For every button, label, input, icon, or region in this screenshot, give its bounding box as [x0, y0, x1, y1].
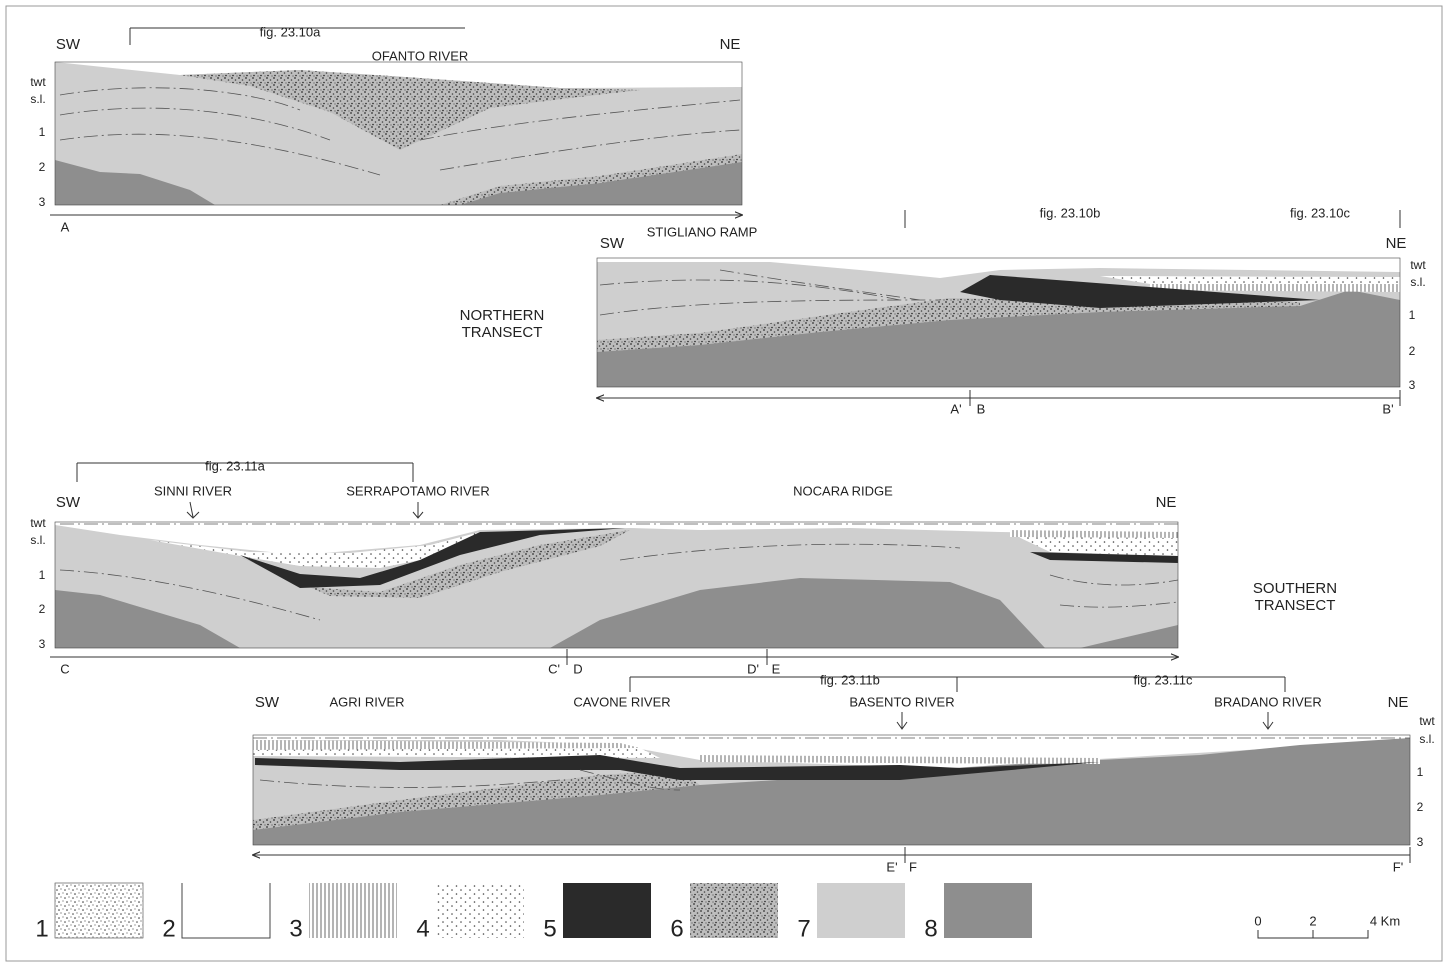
direction-label: NE: [1388, 694, 1409, 711]
direction-label: NE: [1386, 235, 1407, 252]
transect-label: TRANSECT: [462, 324, 543, 341]
feature-label: SERRAPOTAMO RIVER: [346, 483, 490, 498]
section-point: D': [747, 661, 759, 676]
cross-section-diagram: fig. 23.10a SW NE OFANTO RIVER twt s.l. 1 2 3 Afi…: [0, 0, 1450, 968]
legend-number: 7: [797, 915, 810, 942]
scale-label: 2: [1309, 913, 1316, 928]
legend-number: 4: [416, 915, 429, 942]
figure-label: fig. 23.10a: [260, 24, 321, 39]
legend-number: 3: [289, 915, 302, 942]
axis-label: s.l.: [1410, 275, 1425, 289]
direction-label: NE: [720, 36, 741, 53]
section-point: C: [60, 661, 69, 676]
section-point: B: [977, 401, 986, 416]
feature-label: NOCARA RIDGE: [793, 483, 893, 498]
legend-number: 5: [543, 915, 556, 942]
section-point: B': [1382, 401, 1393, 416]
axis-label: 1: [1417, 765, 1424, 779]
figure-label: fig. 23.11c: [1133, 672, 1193, 687]
axis-label: 3: [39, 637, 46, 651]
transect-label: NORTHERN: [460, 307, 545, 324]
legend-number: 2: [162, 915, 175, 942]
axis-label: 3: [1417, 835, 1424, 849]
axis-label: twt: [1419, 714, 1435, 728]
transect-label: SOUTHERN: [1253, 580, 1337, 597]
axis-label: twt: [30, 516, 46, 530]
figure-label: fig. 23.10b: [1040, 205, 1101, 220]
section-point: E': [886, 859, 897, 874]
section-point: D: [573, 661, 582, 676]
axis-label: 2: [1417, 800, 1424, 814]
scale-label: 4 Km: [1370, 913, 1400, 928]
axis-label: 2: [39, 602, 46, 616]
feature-label: BASENTO RIVER: [849, 694, 954, 709]
direction-label: SW: [600, 235, 625, 252]
feature-label: SINNI RIVER: [154, 483, 232, 498]
direction-label: SW: [56, 36, 81, 53]
transect-label: TRANSECT: [1255, 597, 1336, 614]
legend-number: 8: [924, 915, 937, 942]
axis-label: 2: [39, 160, 46, 174]
section-point: C': [548, 661, 560, 676]
legend-number: 6: [670, 915, 683, 942]
figure-label: fig. 23.11a: [205, 458, 266, 473]
section-point: F': [1393, 859, 1403, 874]
axis-label: 3: [1409, 378, 1416, 392]
scale-label: 0: [1254, 913, 1261, 928]
axis-label: 2: [1409, 344, 1416, 358]
feature-label: OFANTO RIVER: [372, 48, 469, 63]
axis-label: s.l.: [1419, 732, 1434, 746]
feature-label: STIGLIANO RAMP: [647, 224, 758, 239]
figure-label: fig. 23.10c: [1290, 205, 1350, 220]
axis-label: 3: [39, 195, 46, 209]
legend-number: 1: [35, 915, 48, 942]
axis-label: 1: [39, 568, 46, 582]
axis-label: s.l.: [30, 533, 45, 547]
section-point: A': [950, 401, 961, 416]
figure-label: fig. 23.11b: [820, 672, 880, 687]
axis-label: twt: [30, 75, 46, 89]
direction-label: SW: [56, 494, 81, 511]
legend: [55, 883, 1368, 938]
feature-label: CAVONE RIVER: [573, 694, 670, 709]
direction-label: SW: [255, 694, 280, 711]
section-point: F: [909, 859, 917, 874]
axis-label: s.l.: [30, 92, 45, 106]
axis-label: 1: [1409, 308, 1416, 322]
axis-label: twt: [1410, 258, 1426, 272]
section-point: E: [772, 661, 781, 676]
axis-label: 1: [39, 125, 46, 139]
section-point: A: [61, 219, 70, 234]
feature-label: AGRI RIVER: [329, 694, 404, 709]
feature-label: BRADANO RIVER: [1214, 694, 1322, 709]
direction-label: NE: [1156, 494, 1177, 511]
